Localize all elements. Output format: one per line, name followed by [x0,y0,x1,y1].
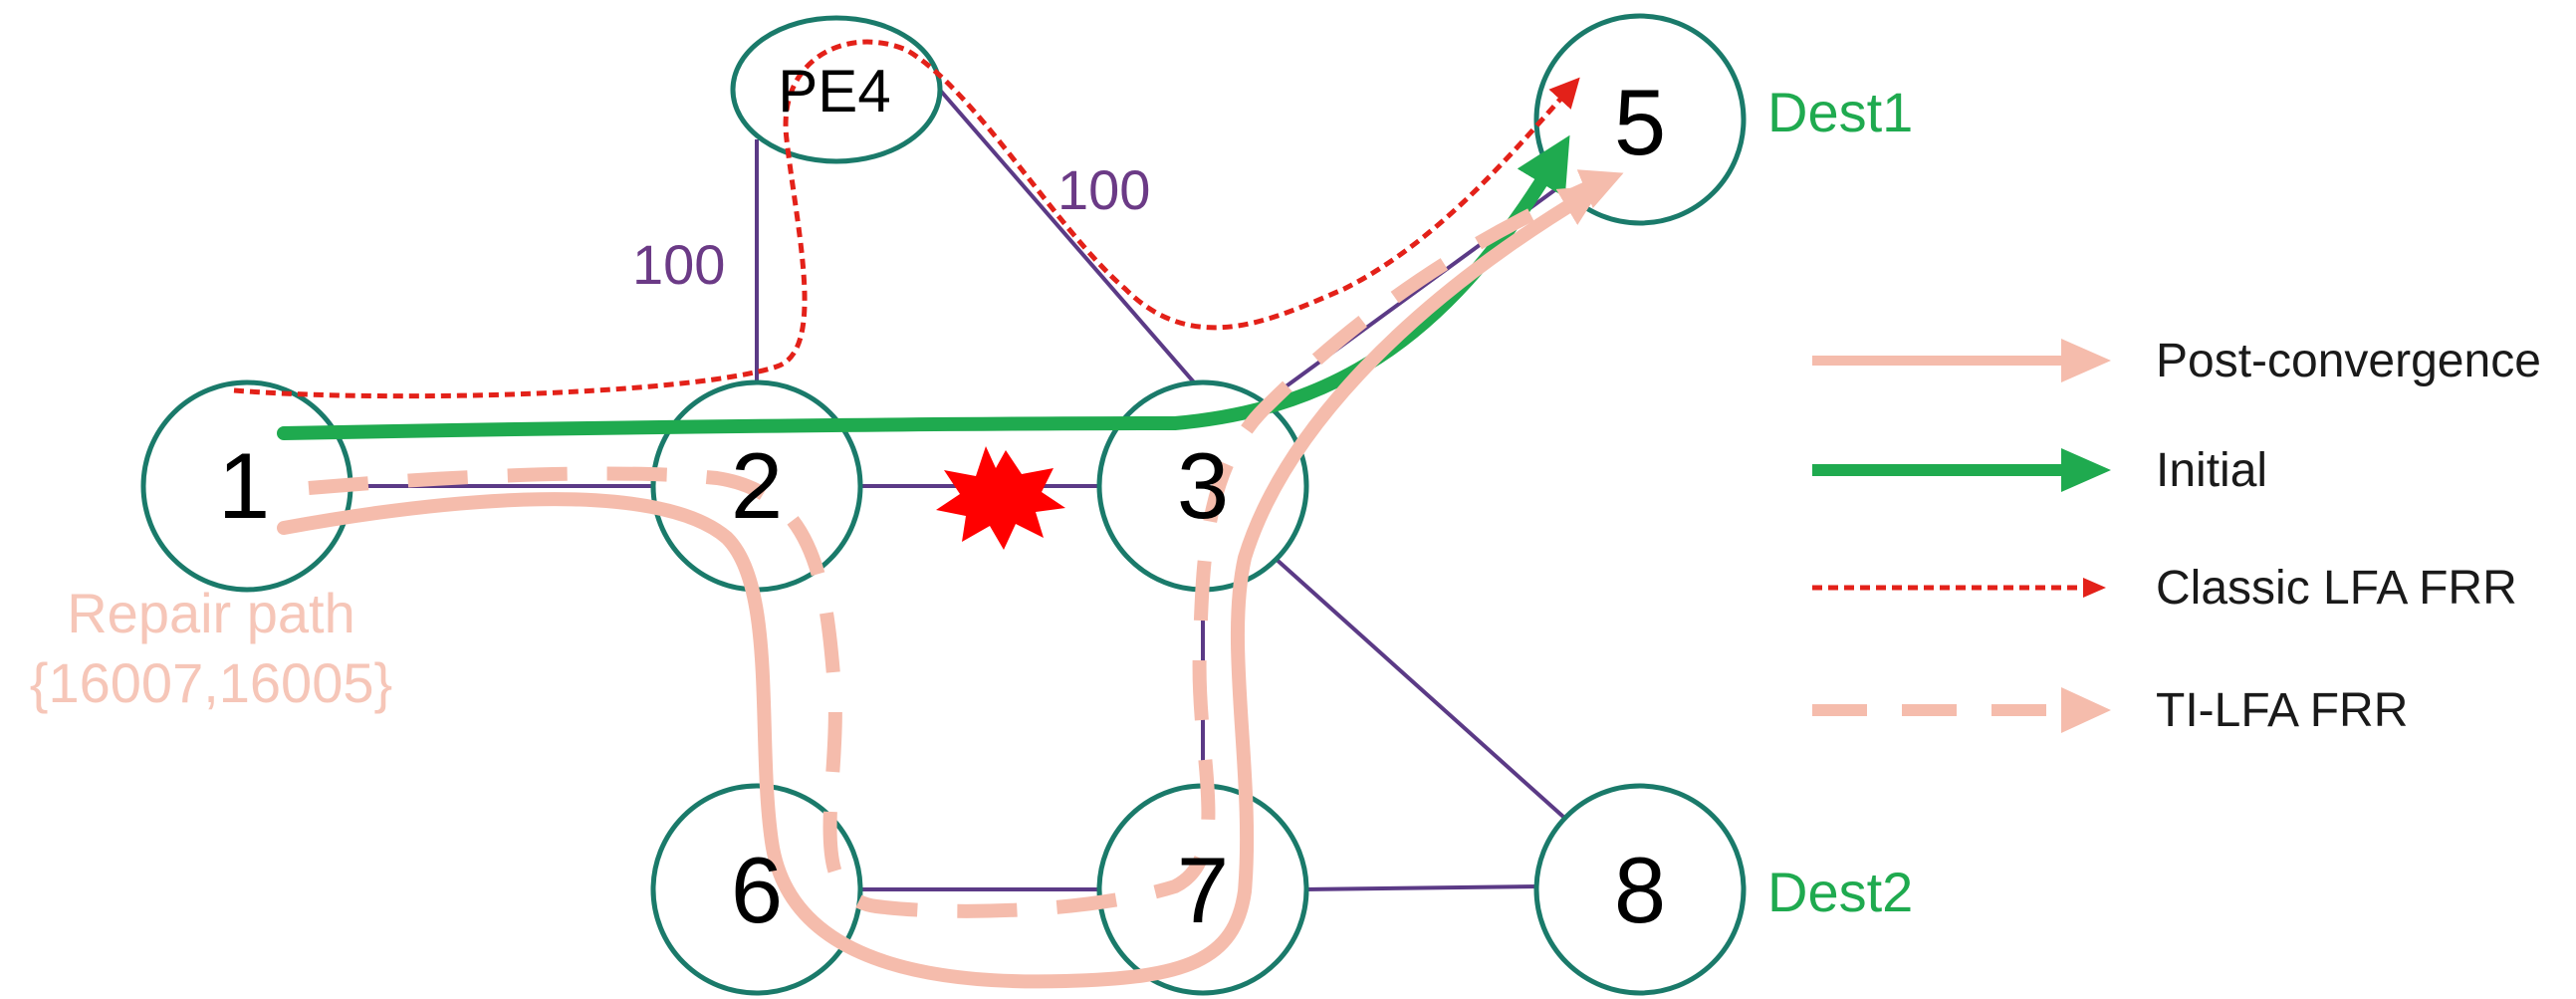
cost-pe4-3-label: 100 [1057,158,1150,221]
legend-initial: Initial [1812,444,2267,497]
link-3-8 [1273,556,1565,819]
legend-initial-label: Initial [2156,444,2267,497]
post-convergence-path [277,185,1603,989]
node-pe4-label: PE4 [778,58,890,125]
node-8-label: 8 [1614,838,1666,942]
repair-path-label: Repair path [67,582,355,644]
classic-lfa-path [233,39,1580,399]
repair-path-segments: {16007,16005} [30,651,392,714]
link-7-8 [1303,884,1539,891]
dest1-label: Dest1 [1767,81,1913,143]
node-5-label: 5 [1614,70,1666,174]
node-6-circle [650,783,863,996]
node-7-label: 7 [1177,838,1229,942]
node-8-circle [1533,783,1747,996]
node-labels: 1 2 3 5 6 7 8 PE4 [218,58,1666,942]
node-3-label: 3 [1177,433,1229,538]
link-failure-icon [936,446,1065,550]
dest2-label: Dest2 [1767,861,1913,923]
legend-ti-lfa-label: TI-LFA FRR [2156,684,2408,737]
legend-classic-lfa-arrowhead [2083,578,2106,598]
legend-classic-lfa-label: Classic LFA FRR [2156,562,2517,615]
legend-ti-lfa: TI-LFA FRR [1812,684,2408,737]
legend-post-convergence-label: Post-convergence [2156,335,2541,387]
legend-initial-arrowhead [2061,448,2111,492]
initial-path [277,134,1570,440]
ti-lfa-path [308,169,1624,918]
node-2-label: 2 [731,433,783,538]
legend-ti-lfa-arrowhead [2061,687,2111,733]
legend-classic-lfa: Classic LFA FRR [1812,562,2517,615]
link-pe4-3 [929,78,1197,385]
legend: Post-convergence Initial Classic LFA FRR… [1812,335,2541,737]
cost-pe4-2-label: 100 [632,233,725,296]
legend-post-convergence: Post-convergence [1812,335,2541,387]
node-6-label: 6 [731,838,783,942]
legend-post-convergence-arrowhead [2061,339,2111,382]
node-1-label: 1 [218,433,270,538]
nodes [140,13,1747,996]
